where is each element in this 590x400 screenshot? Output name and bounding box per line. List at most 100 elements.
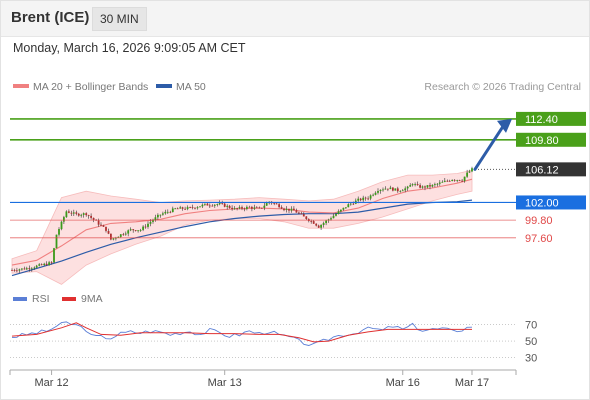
candle-body [325,220,327,224]
candle-body [129,229,132,231]
candle-body [471,168,473,172]
candle-body [340,209,342,212]
candle-body [181,207,184,209]
candle-body [263,205,266,208]
candle-body [367,198,369,200]
timeframe-button[interactable]: 30 MIN [92,7,147,31]
candle-body [48,262,50,266]
ma50-line [11,199,473,277]
candle-body [359,198,362,201]
candle-body [159,214,162,216]
candle-body [416,184,419,186]
candle-body [300,213,303,215]
candle-body [82,213,85,215]
candle-body [295,210,298,213]
target-label: 112.40 [525,114,558,126]
ma9-legend-label: 9MA [81,293,103,305]
x-tick-label: Mar 13 [208,377,242,389]
candle-body [117,236,120,238]
x-tick-label: Mar 16 [386,377,420,389]
candle-body [21,268,23,270]
candle-body [40,264,43,266]
candle-body [206,203,209,206]
candle-body [243,208,246,210]
candle-body [458,180,461,181]
candle-body [50,262,53,264]
candle-body [11,270,13,271]
candle-body [431,184,434,187]
candle-body [166,211,169,213]
candle-body [142,226,144,230]
candle-body [322,223,325,225]
candle-body [110,233,112,240]
candle-body [43,263,46,265]
candle-body [310,221,313,222]
candle-body [253,207,256,209]
candle-body [357,198,360,201]
candle-body [288,208,290,211]
current-price-box [516,162,586,177]
candle-body [461,180,463,182]
candle-body [90,215,92,218]
candle-body [468,171,471,173]
candle-body [434,184,436,185]
candle-body [223,203,226,207]
title-bar: Brent (ICE) 30 MIN [0,0,590,37]
candle-body [320,225,322,228]
candle-body [401,190,404,192]
candle-body [362,197,365,201]
candle-body [107,231,110,234]
candle-body [265,203,268,206]
candle-body [16,270,18,272]
candle-body [453,179,456,181]
candle-body [226,205,229,207]
candle-body [246,206,248,209]
candle-body [394,188,397,191]
candle-body [13,270,16,271]
candle-body [448,180,451,182]
candle-body [221,203,224,204]
candle-body [399,190,402,192]
candle-body [411,184,414,186]
candle-body [194,207,196,209]
x-tick-label: Mar 12 [34,377,68,389]
candle-body [377,191,379,193]
candle-body [164,211,167,214]
candle-body [273,203,276,204]
candle-body [456,180,459,181]
candle-body [201,204,204,207]
candle-body [199,206,201,208]
candle-body [144,226,147,228]
candle-body [58,229,60,235]
current-price-label: 106.12 [525,164,559,176]
candle-body [186,207,189,210]
candle-body [23,268,26,270]
candle-body [305,216,308,219]
candle-body [409,185,412,187]
candle-body [137,230,139,232]
candle-body [68,211,70,213]
candle-body [255,207,258,209]
candle-body [337,211,340,214]
ma20-legend-swatch [13,84,29,88]
candle-body [65,211,68,218]
ma9-legend-swatch [62,297,76,301]
rsi-panel: 70 50 30 [10,319,537,365]
candle-body [298,212,300,214]
bollinger-band [11,169,473,285]
candle-body [283,208,285,211]
candle-body [446,180,449,182]
candle-body [124,233,127,235]
candle-body [404,188,407,191]
candle-body [241,207,243,209]
ma50-legend-swatch [156,84,172,88]
candle-body [176,208,179,210]
candle-body [211,205,214,207]
candle-body [248,206,251,208]
candle-body [426,185,429,188]
candle-body [38,264,41,266]
candle-body [127,230,130,234]
projection-arrow-shaft [473,123,506,171]
candle-body [204,203,206,205]
candle-body [429,185,431,187]
